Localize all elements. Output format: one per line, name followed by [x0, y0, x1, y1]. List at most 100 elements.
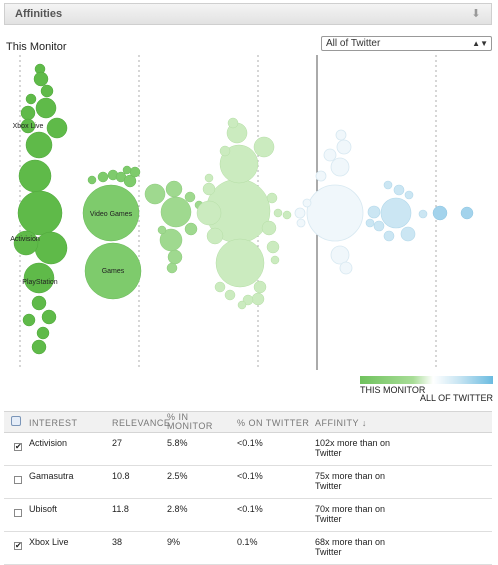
bubble: [18, 159, 52, 193]
bubble: [202, 182, 216, 196]
bubble: [33, 71, 49, 87]
bubble: [196, 200, 222, 226]
download-arrow-icon[interactable]: ⬇: [471, 8, 481, 20]
row-checkbox[interactable]: ✔: [14, 541, 22, 550]
bubble: [330, 245, 350, 265]
bubble-label: Video Games: [90, 211, 133, 218]
bubble: [40, 84, 54, 98]
bubble: [404, 190, 414, 200]
header-pct-twitter[interactable]: % ON TWITTER: [237, 418, 310, 428]
header-affinity[interactable]: AFFINITY ↓: [315, 418, 367, 428]
bubble: [237, 300, 247, 310]
bubble: [227, 117, 239, 129]
table-row[interactable]: ✔ Xbox Live 38 9% 0.1% 68x more than on …: [4, 532, 492, 565]
bubble: [167, 249, 183, 265]
bubble: [219, 144, 259, 184]
bubble: [418, 209, 428, 219]
monitor-title: This Monitor: [6, 41, 67, 53]
bubble: [261, 220, 277, 236]
row-checkbox[interactable]: ✔: [14, 442, 22, 451]
bubble: [25, 93, 37, 105]
bubble: [460, 206, 474, 220]
bubble: [46, 117, 68, 139]
bubble: [23, 262, 55, 294]
compare-select-value: All of Twitter: [326, 38, 381, 49]
bubble: [36, 326, 50, 340]
bubble: [282, 210, 292, 220]
legend-gradient-bar: [360, 376, 493, 384]
bubble: [31, 339, 47, 355]
cell-affinity: 68x more than on Twitter: [315, 537, 386, 557]
bubble: [123, 174, 137, 188]
cell-relevance: 27: [112, 438, 123, 448]
bubble: [165, 180, 183, 198]
bubble: [393, 184, 405, 196]
bubble: [122, 165, 132, 175]
table-row[interactable]: Ubisoft 11.8 2.8% <0.1% 70x more than on…: [4, 499, 492, 532]
row-checkbox[interactable]: [14, 476, 22, 484]
bubble-label: Xbox Live: [13, 123, 44, 130]
cell-pct-monitor: 2.5%: [167, 471, 188, 481]
bubble: [432, 205, 448, 221]
bubble: [273, 208, 283, 218]
cell-affinity: 102x more than on Twitter: [315, 438, 391, 458]
bubble: [339, 261, 353, 275]
cell-pct-monitor: 5.8%: [167, 438, 188, 448]
header-relevance[interactable]: RELEVANCE: [112, 418, 171, 428]
cell-pct-monitor: 2.8%: [167, 504, 188, 514]
cell-interest: Gamasutra: [29, 471, 74, 481]
bubble: [144, 183, 166, 205]
table-row[interactable]: ✔ Activision 27 5.8% <0.1% 102x more tha…: [4, 433, 492, 466]
bubble: [219, 145, 231, 157]
bubble: [330, 157, 350, 177]
cell-interest: Activision: [29, 438, 68, 448]
bubble: [41, 309, 57, 325]
affinity-table: INTEREST RELEVANCE % IN MONITOR % ON TWI…: [4, 411, 492, 565]
bubble: [82, 184, 140, 242]
cell-pct-twitter: <0.1%: [237, 471, 263, 481]
bubble: [224, 289, 236, 301]
affinity-bubble-chart: Xbox Live Video Games Activision Games P…: [10, 55, 474, 370]
bubble: [373, 220, 385, 232]
bubble: [302, 198, 312, 208]
table-row[interactable]: Gamasutra 10.8 2.5% <0.1% 75x more than …: [4, 466, 492, 499]
bubble: [17, 190, 63, 236]
select-all-icon[interactable]: [11, 416, 21, 426]
table-header: INTEREST RELEVANCE % IN MONITOR % ON TWI…: [4, 411, 492, 433]
compare-select[interactable]: All of Twitter ▲▼: [321, 36, 492, 51]
bubble-label: Activision: [10, 236, 40, 243]
bubble: [204, 173, 214, 183]
bubble: [97, 171, 109, 183]
bubble: [306, 184, 364, 242]
bubble: [336, 139, 352, 155]
cell-relevance: 11.8: [112, 504, 129, 514]
bubble: [253, 136, 275, 158]
bubble: [35, 97, 57, 119]
bubble: [383, 230, 395, 242]
row-checkbox[interactable]: [14, 509, 22, 517]
bubble: [20, 105, 36, 121]
bubble: [400, 226, 416, 242]
bubble: [13, 230, 39, 256]
bubble: [22, 313, 36, 327]
bubble: [34, 231, 68, 265]
bubble: [294, 207, 306, 219]
cell-relevance: 38: [112, 537, 123, 547]
bubble: [335, 129, 347, 141]
bubble: [206, 227, 224, 245]
panel-title: Affinities: [15, 8, 63, 20]
bubble: [31, 295, 47, 311]
bubble: [84, 242, 142, 300]
legend-left-label: THIS MONITOR: [360, 385, 426, 395]
bubble: [166, 262, 178, 274]
header-pct-monitor[interactable]: % IN MONITOR: [167, 412, 213, 431]
cell-pct-twitter: 0.1%: [237, 537, 258, 547]
bubble: [215, 238, 265, 288]
bubble: [253, 280, 267, 294]
header-interest[interactable]: INTEREST: [29, 418, 78, 428]
cell-affinity: 75x more than on Twitter: [315, 471, 386, 491]
cell-pct-twitter: <0.1%: [237, 504, 263, 514]
bubble: [270, 255, 280, 265]
select-arrows-icon: ▲▼: [472, 39, 488, 48]
cell-interest: Xbox Live: [29, 537, 69, 547]
